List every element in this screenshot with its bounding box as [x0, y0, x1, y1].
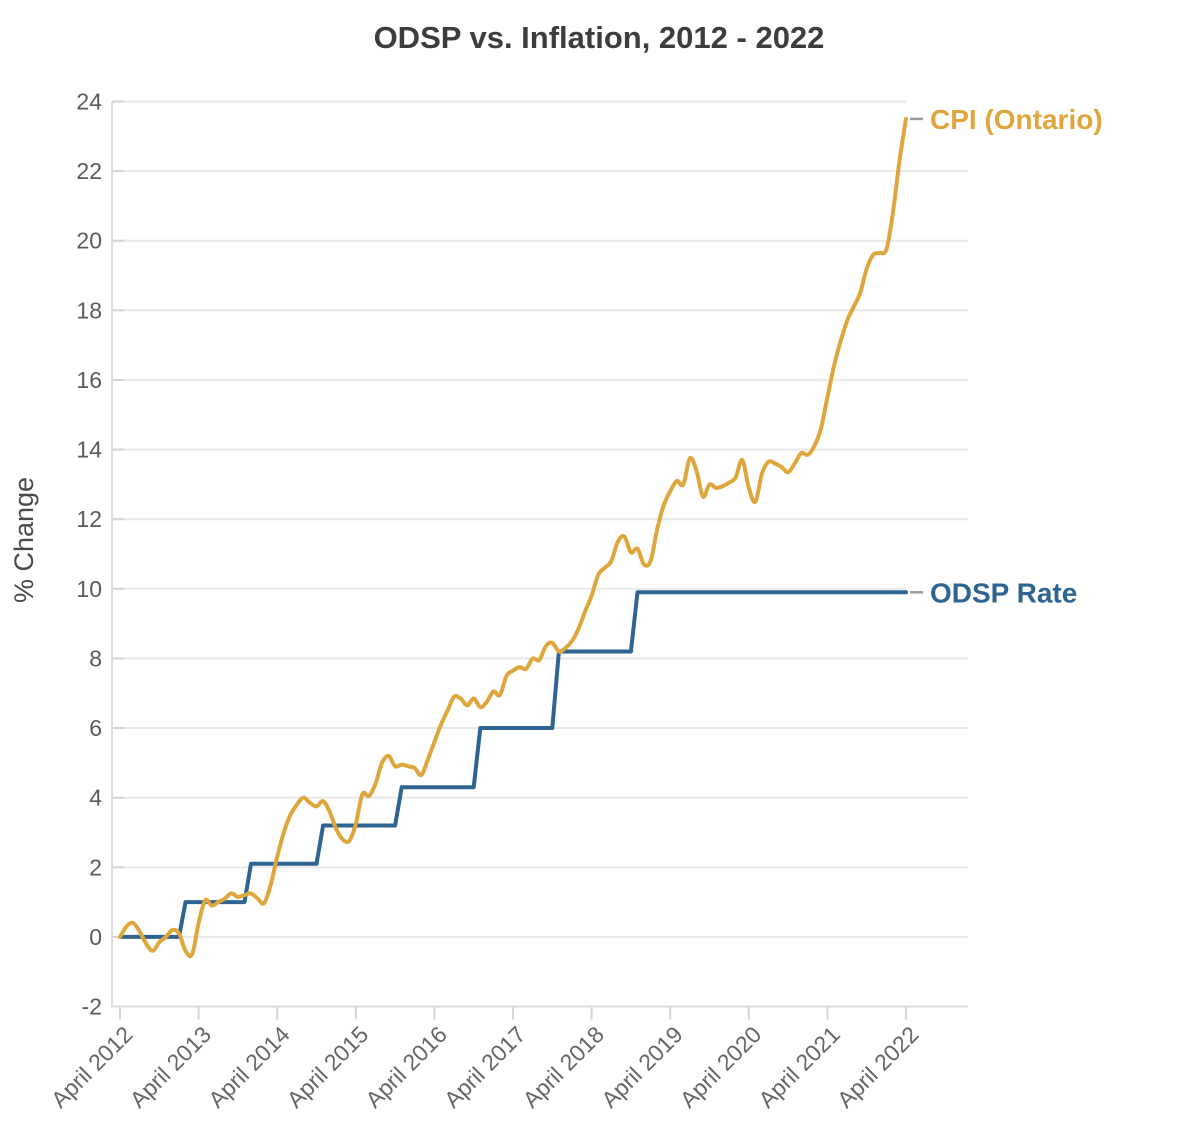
y-tick-label: 24: [76, 89, 102, 115]
gridlines: [112, 100, 968, 1008]
x-tick-label: April 2015: [282, 1021, 374, 1113]
odsp-series-label: ODSP Rate: [930, 577, 1077, 608]
y-tick-label: 16: [76, 367, 102, 393]
x-tick-label: April 2022: [832, 1021, 924, 1113]
cpi-ontario-line: [118, 116, 908, 959]
y-tick-label: 18: [76, 297, 102, 323]
y-tick-label: 8: [89, 645, 102, 671]
y-tick-label: 0: [89, 924, 102, 950]
axis-lines: [111, 101, 968, 1008]
y-tick-label: 6: [89, 715, 102, 741]
x-tick-label: April 2020: [675, 1021, 767, 1113]
x-tick-label: April 2019: [596, 1021, 688, 1113]
x-tick-label: April 2021: [753, 1021, 845, 1113]
x-tick-label: April 2018: [518, 1021, 610, 1113]
y-tick-label: 20: [76, 228, 102, 254]
y-tick-label: 12: [76, 506, 102, 532]
y-tick-label: 4: [89, 785, 102, 811]
odsp-rate-line: [118, 590, 908, 939]
x-tick-label: April 2017: [439, 1021, 531, 1113]
x-tick-label: April 2016: [360, 1021, 452, 1113]
y-tick-label: 22: [76, 158, 102, 184]
x-tick-label: April 2013: [125, 1021, 217, 1113]
y-tick-label: -2: [82, 994, 102, 1020]
cpi-series-label: CPI (Ontario): [930, 104, 1103, 135]
series-lines: [118, 116, 908, 959]
y-tick-label: 2: [89, 854, 102, 880]
x-tick-label: April 2014: [203, 1021, 295, 1113]
y-tick-label: 10: [76, 576, 102, 602]
x-tick-label: April 2012: [46, 1021, 138, 1113]
y-axis-title: % Change: [9, 477, 39, 603]
y-tick-label: 14: [76, 437, 102, 463]
chart-title: ODSP vs. Inflation, 2012 - 2022: [374, 20, 825, 55]
series-labels: CPI (Ontario) ODSP Rate: [910, 104, 1103, 608]
